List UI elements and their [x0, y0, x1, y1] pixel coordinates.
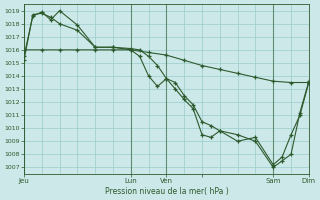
- X-axis label: Pression niveau de la mer( hPa ): Pression niveau de la mer( hPa ): [105, 187, 228, 196]
